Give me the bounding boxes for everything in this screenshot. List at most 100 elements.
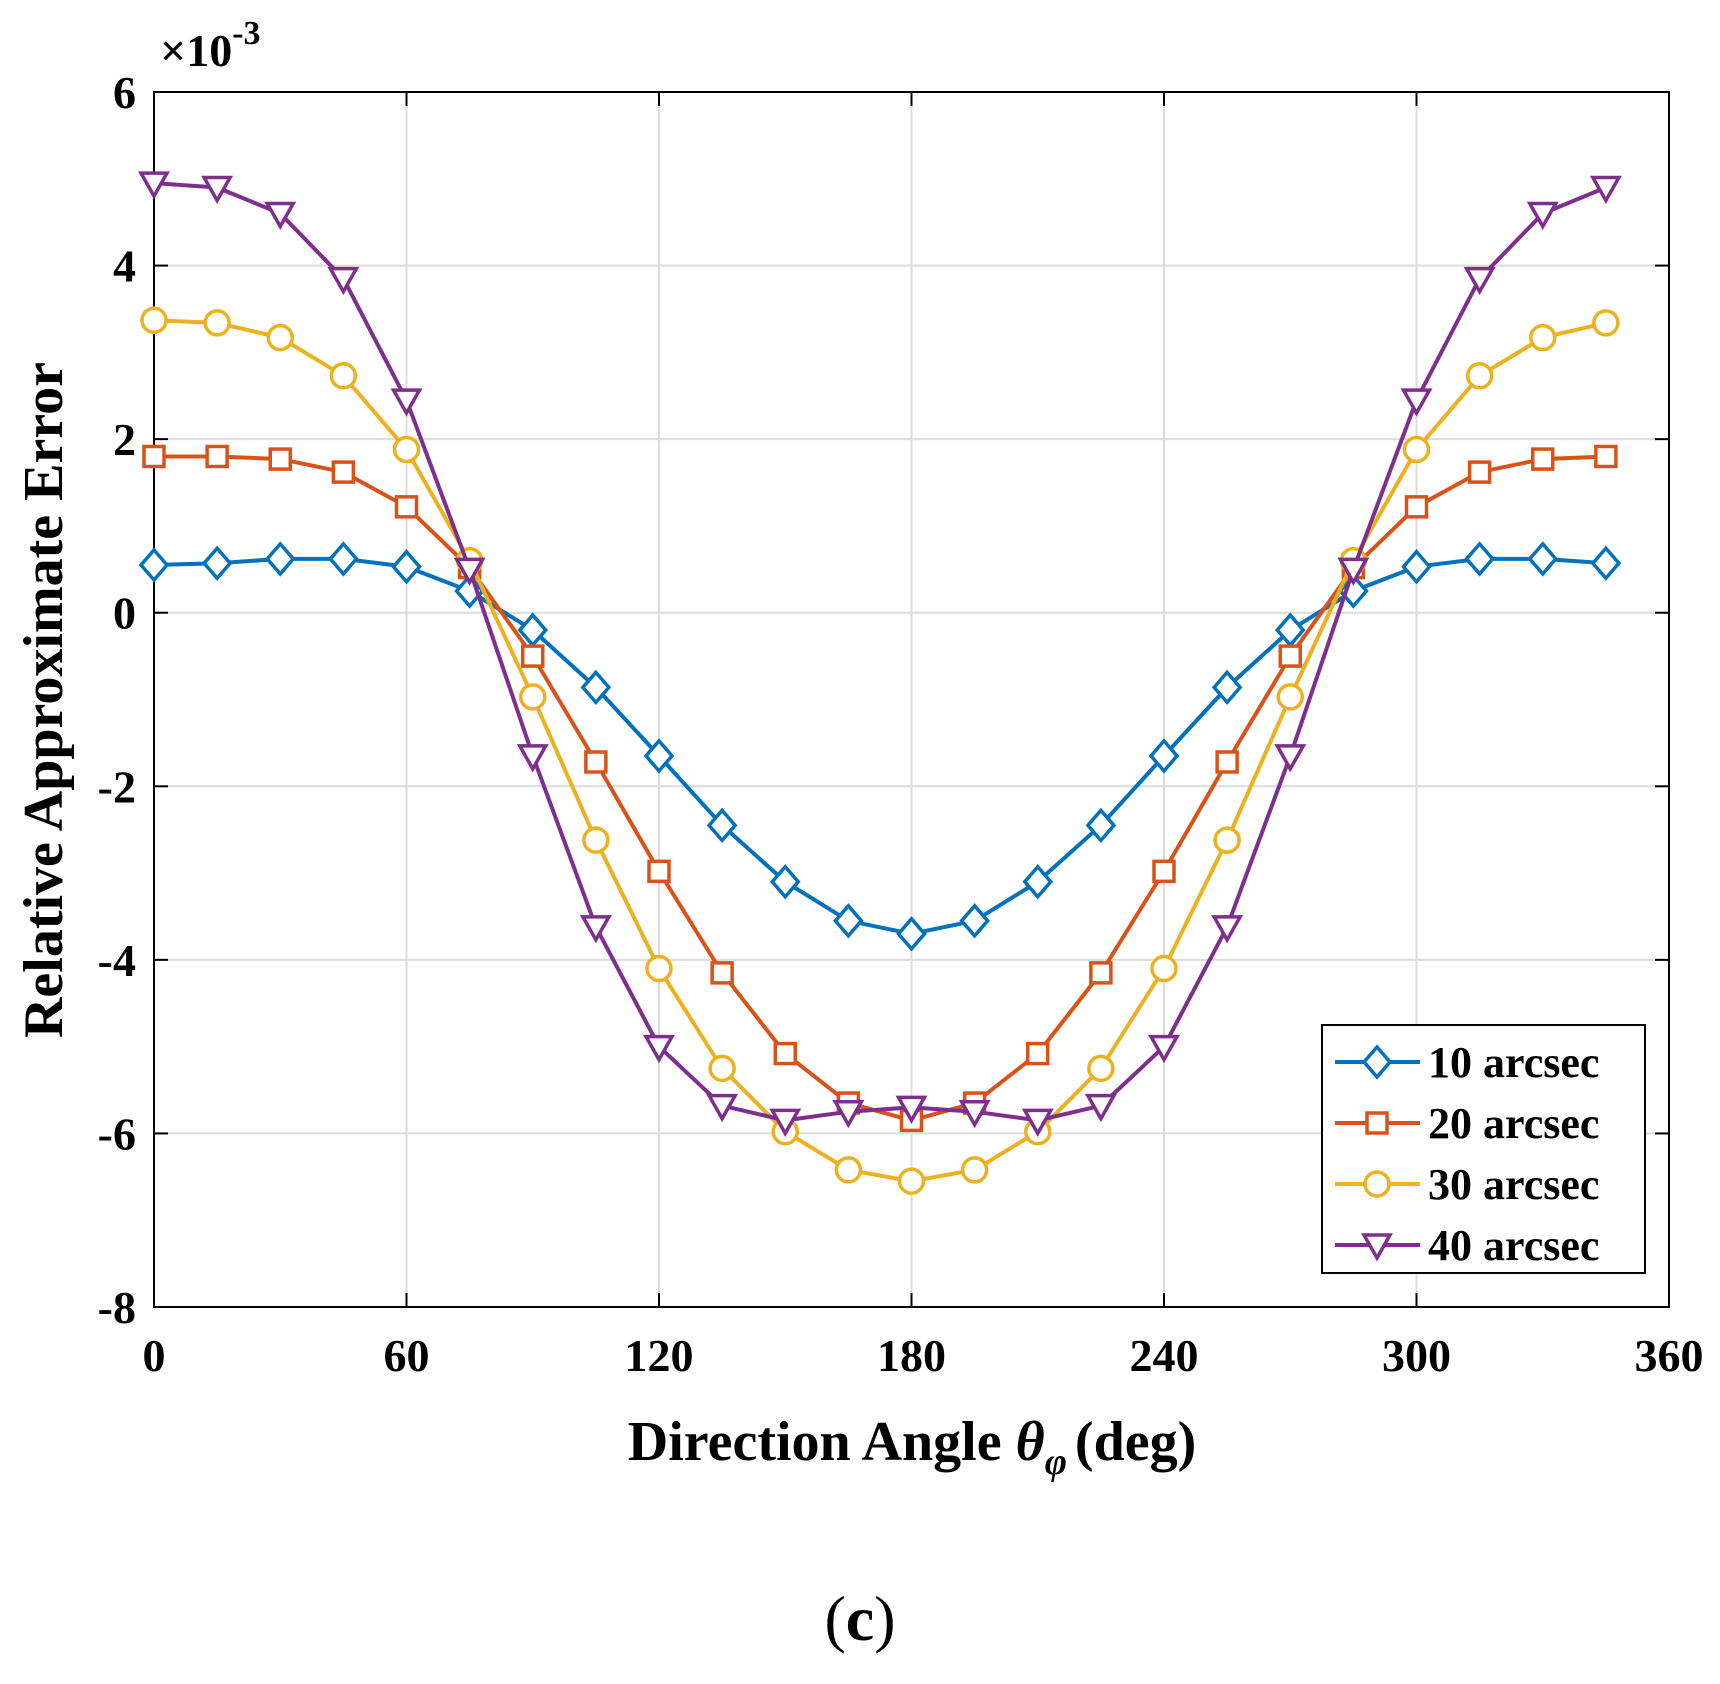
data-point (1274, 744, 1307, 773)
y-multiplier-exponent: -3 (232, 15, 260, 52)
data-point (394, 495, 419, 519)
data-point (584, 750, 608, 774)
data-point (1527, 541, 1559, 577)
data-point (1148, 738, 1180, 774)
legend: 10 arcsec 20 arcsec 30 arcsec 40 arcsec (1321, 1024, 1646, 1274)
data-point (834, 1156, 863, 1184)
axis-ticks: 0 60 120 180 240 300 360 6 4 2 0 -2 -4 -6 -8 (98, 67, 1704, 1381)
data-point (1592, 309, 1620, 337)
data-point (1278, 644, 1302, 668)
caption-letter: c (846, 1583, 874, 1654)
data-point (329, 362, 358, 390)
data-point (582, 826, 610, 854)
data-point (897, 1167, 926, 1195)
data-point (516, 744, 549, 773)
legend-item: 20 arcsec (1335, 1099, 1599, 1148)
data-point (960, 1156, 989, 1184)
data-point (1337, 557, 1370, 586)
series-line (153, 556, 1607, 936)
x-tick-label: 180 (877, 1330, 946, 1381)
x-tick-label: 360 (1635, 1330, 1704, 1381)
x-tick-label: 240 (1130, 1330, 1199, 1381)
data-point (519, 683, 547, 711)
data-point (1594, 444, 1618, 469)
y-tick-label: 4 (113, 241, 136, 292)
y-tick-label: 2 (113, 414, 136, 465)
legend-item: 30 arcsec (1335, 1160, 1599, 1209)
legend-marker (1365, 1111, 1389, 1135)
data-point (264, 201, 297, 231)
data-point (1021, 1108, 1054, 1137)
data-point (391, 549, 422, 585)
data-point (1085, 807, 1117, 844)
data-point (895, 1095, 928, 1124)
y-tick-label: 6 (113, 67, 136, 118)
data-point (1526, 201, 1559, 231)
figure-caption: (c) (824, 1583, 895, 1654)
data-point (1465, 362, 1494, 390)
data-point (1529, 323, 1557, 352)
data-point (1022, 864, 1054, 900)
y-multiplier-base: ×10 (160, 25, 232, 76)
series-1 (138, 541, 1622, 952)
data-point (327, 266, 360, 296)
caption-close-paren: ) (874, 1583, 895, 1654)
x-axis-label-symbol: θ (1016, 1411, 1045, 1473)
data-point (710, 961, 734, 985)
caption-open-paren: ( (824, 1583, 845, 1654)
data-point (140, 306, 168, 334)
data-point (328, 541, 359, 577)
data-point (268, 447, 292, 471)
data-point (1089, 961, 1113, 985)
data-point (138, 171, 170, 200)
data-point (896, 916, 927, 952)
data-point (1211, 915, 1244, 944)
data-point (453, 557, 486, 586)
data-point (264, 541, 296, 577)
legend-label: 20 arcsec (1428, 1099, 1599, 1148)
data-point (1402, 435, 1431, 464)
legend-marker (1361, 1044, 1393, 1080)
legend-label: 40 arcsec (1428, 1221, 1599, 1270)
data-point (643, 1034, 675, 1064)
data-point (959, 903, 990, 939)
data-point (203, 309, 231, 337)
data-point (1464, 541, 1495, 577)
data-point (833, 903, 864, 939)
data-point (521, 644, 545, 668)
x-tick-label: 0 (143, 1330, 166, 1381)
series-layer (138, 171, 1622, 1195)
data-point (1213, 826, 1241, 854)
series-line (154, 454, 1606, 1123)
x-axis-label: Direction Angle θφ (deg) (628, 1411, 1196, 1483)
data-point (1211, 669, 1243, 706)
series-4 (138, 171, 1622, 1137)
data-point (331, 460, 356, 484)
data-point (1467, 460, 1492, 484)
data-point (706, 807, 738, 844)
data-point (1401, 549, 1432, 585)
x-axis-label-unit: (deg) (1075, 1411, 1196, 1473)
data-point (201, 175, 234, 205)
data-point (1276, 683, 1304, 711)
data-point (1590, 545, 1622, 581)
data-point (1150, 954, 1178, 983)
data-point (1087, 1054, 1115, 1083)
y-tick-label: -8 (98, 1282, 136, 1333)
data-point (1463, 266, 1496, 296)
data-point (266, 323, 294, 352)
x-tick-label: 120 (625, 1330, 694, 1381)
y-tick-label: 0 (113, 588, 136, 639)
data-point (205, 444, 229, 469)
legend-label: 10 arcsec (1428, 1038, 1599, 1087)
legend-item: 10 arcsec (1335, 1038, 1599, 1087)
data-point (1404, 495, 1429, 519)
data-point (392, 435, 421, 464)
legend-item: 40 arcsec (1335, 1221, 1599, 1270)
data-point (201, 545, 233, 581)
x-axis-label-subscript: φ (1045, 1441, 1067, 1483)
data-point (958, 1099, 991, 1129)
data-point (1215, 750, 1239, 774)
data-point (1148, 1034, 1180, 1064)
